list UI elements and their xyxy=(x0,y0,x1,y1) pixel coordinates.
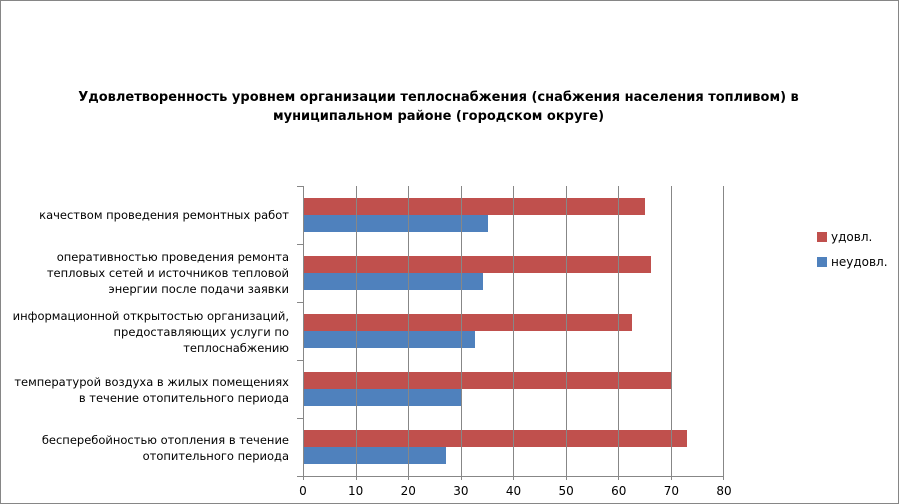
legend-label: удовл. xyxy=(831,230,873,244)
bar--0 xyxy=(304,198,646,215)
bar-group-2 xyxy=(304,302,724,360)
category-axis-labels: качеством проведения ремонтных работ опер… xyxy=(9,186,295,477)
bar-rows xyxy=(304,186,724,476)
x-tick-mark-0 xyxy=(303,476,304,480)
y-tick-mark-4 xyxy=(297,418,304,419)
legend: удовл. неудовл. xyxy=(817,230,888,280)
legend-item-1: неудовл. xyxy=(817,255,888,269)
bar--0 xyxy=(304,215,488,232)
bar-group-3 xyxy=(304,360,724,418)
bar--3 xyxy=(304,389,462,406)
bar--1 xyxy=(304,273,483,290)
x-tick-mark-50 xyxy=(565,476,567,480)
x-axis-tick-labels: 0 10 20 30 40 50 60 70 80 xyxy=(299,484,731,500)
bar--4 xyxy=(304,447,446,464)
x-tick-mark-70 xyxy=(670,476,672,480)
category-label-1: оперативностью проведения ремонта теплов… xyxy=(46,250,289,297)
gridline-x-20 xyxy=(408,186,409,476)
x-tick-mark-20 xyxy=(408,476,409,480)
bar-group-4 xyxy=(304,418,724,476)
x-tick-label-50: 50 xyxy=(558,484,574,498)
category-label-4: бесперебойностью отопления в течение ото… xyxy=(41,432,289,463)
legend-swatch-icon xyxy=(817,257,827,267)
x-tick-mark-60 xyxy=(618,476,619,480)
gridline-x-60 xyxy=(618,186,619,476)
legend-item-0: удовл. xyxy=(817,230,888,244)
gridline-x-30 xyxy=(460,186,462,476)
x-tick-label-20: 20 xyxy=(400,484,416,498)
x-tick-mark-10 xyxy=(355,476,357,480)
y-tick-mark-2 xyxy=(297,302,304,303)
legend-label: неудовл. xyxy=(831,255,888,269)
x-tick-mark-40 xyxy=(513,476,514,480)
x-tick-label-80: 80 xyxy=(716,484,732,498)
bar-group-0 xyxy=(304,186,724,244)
y-tick-mark-1 xyxy=(297,244,304,245)
x-tick-label-10: 10 xyxy=(347,484,364,498)
gridline-x-10 xyxy=(355,186,357,476)
y-tick-mark-5 xyxy=(297,476,304,477)
bar--2 xyxy=(304,331,475,348)
category-label-2: информационной открытостью организаций, … xyxy=(12,308,289,355)
x-tick-mark-80 xyxy=(723,476,724,480)
y-tick-mark-3 xyxy=(297,360,304,361)
x-tick-label-0: 0 xyxy=(299,484,307,498)
gridline-x-70 xyxy=(670,186,672,476)
bar--4 xyxy=(304,430,688,447)
x-tick-label-30: 30 xyxy=(453,484,469,498)
gridline-x-50 xyxy=(565,186,567,476)
chart-title: Удовлетворенность уровнем организации те… xyxy=(78,90,799,124)
x-tick-mark-30 xyxy=(460,476,462,480)
x-tick-label-60: 60 xyxy=(611,484,627,498)
x-tick-label-40: 40 xyxy=(505,484,522,498)
plot-area xyxy=(297,186,724,480)
bar--1 xyxy=(304,256,651,273)
bar--2 xyxy=(304,314,633,331)
bar-group-1 xyxy=(304,244,724,302)
category-label-0: качеством проведения ремонтных работ xyxy=(39,208,289,223)
gridline-x-80 xyxy=(723,186,724,476)
gridline-x-40 xyxy=(513,186,514,476)
x-tick-label-70: 70 xyxy=(663,484,680,498)
y-tick-mark-0 xyxy=(297,186,304,187)
bar--3 xyxy=(304,372,672,389)
category-label-3: температурой воздуха в жилых помещениях … xyxy=(14,374,289,405)
legend-swatch-icon xyxy=(817,232,827,242)
